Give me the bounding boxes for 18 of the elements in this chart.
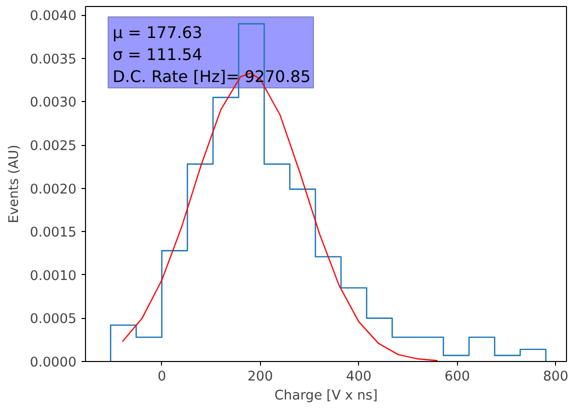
y-tick-label: 0.0020 [30,182,77,198]
x-tick-label: 600 [444,370,470,384]
x-tick-label: 200 [248,370,274,384]
y-tick-label: 0.0030 [30,96,77,111]
annotation: σ = 111.54 [112,45,202,64]
y-tick-label: 0.0035 [30,52,77,68]
y-axis-title: Events (AU) [6,144,22,224]
x-tick-label: 400 [346,370,372,384]
y-tick-label: 0.0000 [30,356,77,370]
x-axis-title: Charge [V x ns] [274,388,378,404]
y-tick-label: 0.0010 [30,268,77,284]
y-tick-label: 0.0025 [30,139,77,154]
x-tick-label: 0 [158,370,166,384]
y-tick-label: 0.0040 [30,9,77,24]
y-tick-label: 0.0015 [30,226,77,241]
y-tick-label: 0.0005 [30,312,77,328]
annotation: μ = 177.63 [112,22,202,42]
x-tick-label: 800 [542,370,568,384]
